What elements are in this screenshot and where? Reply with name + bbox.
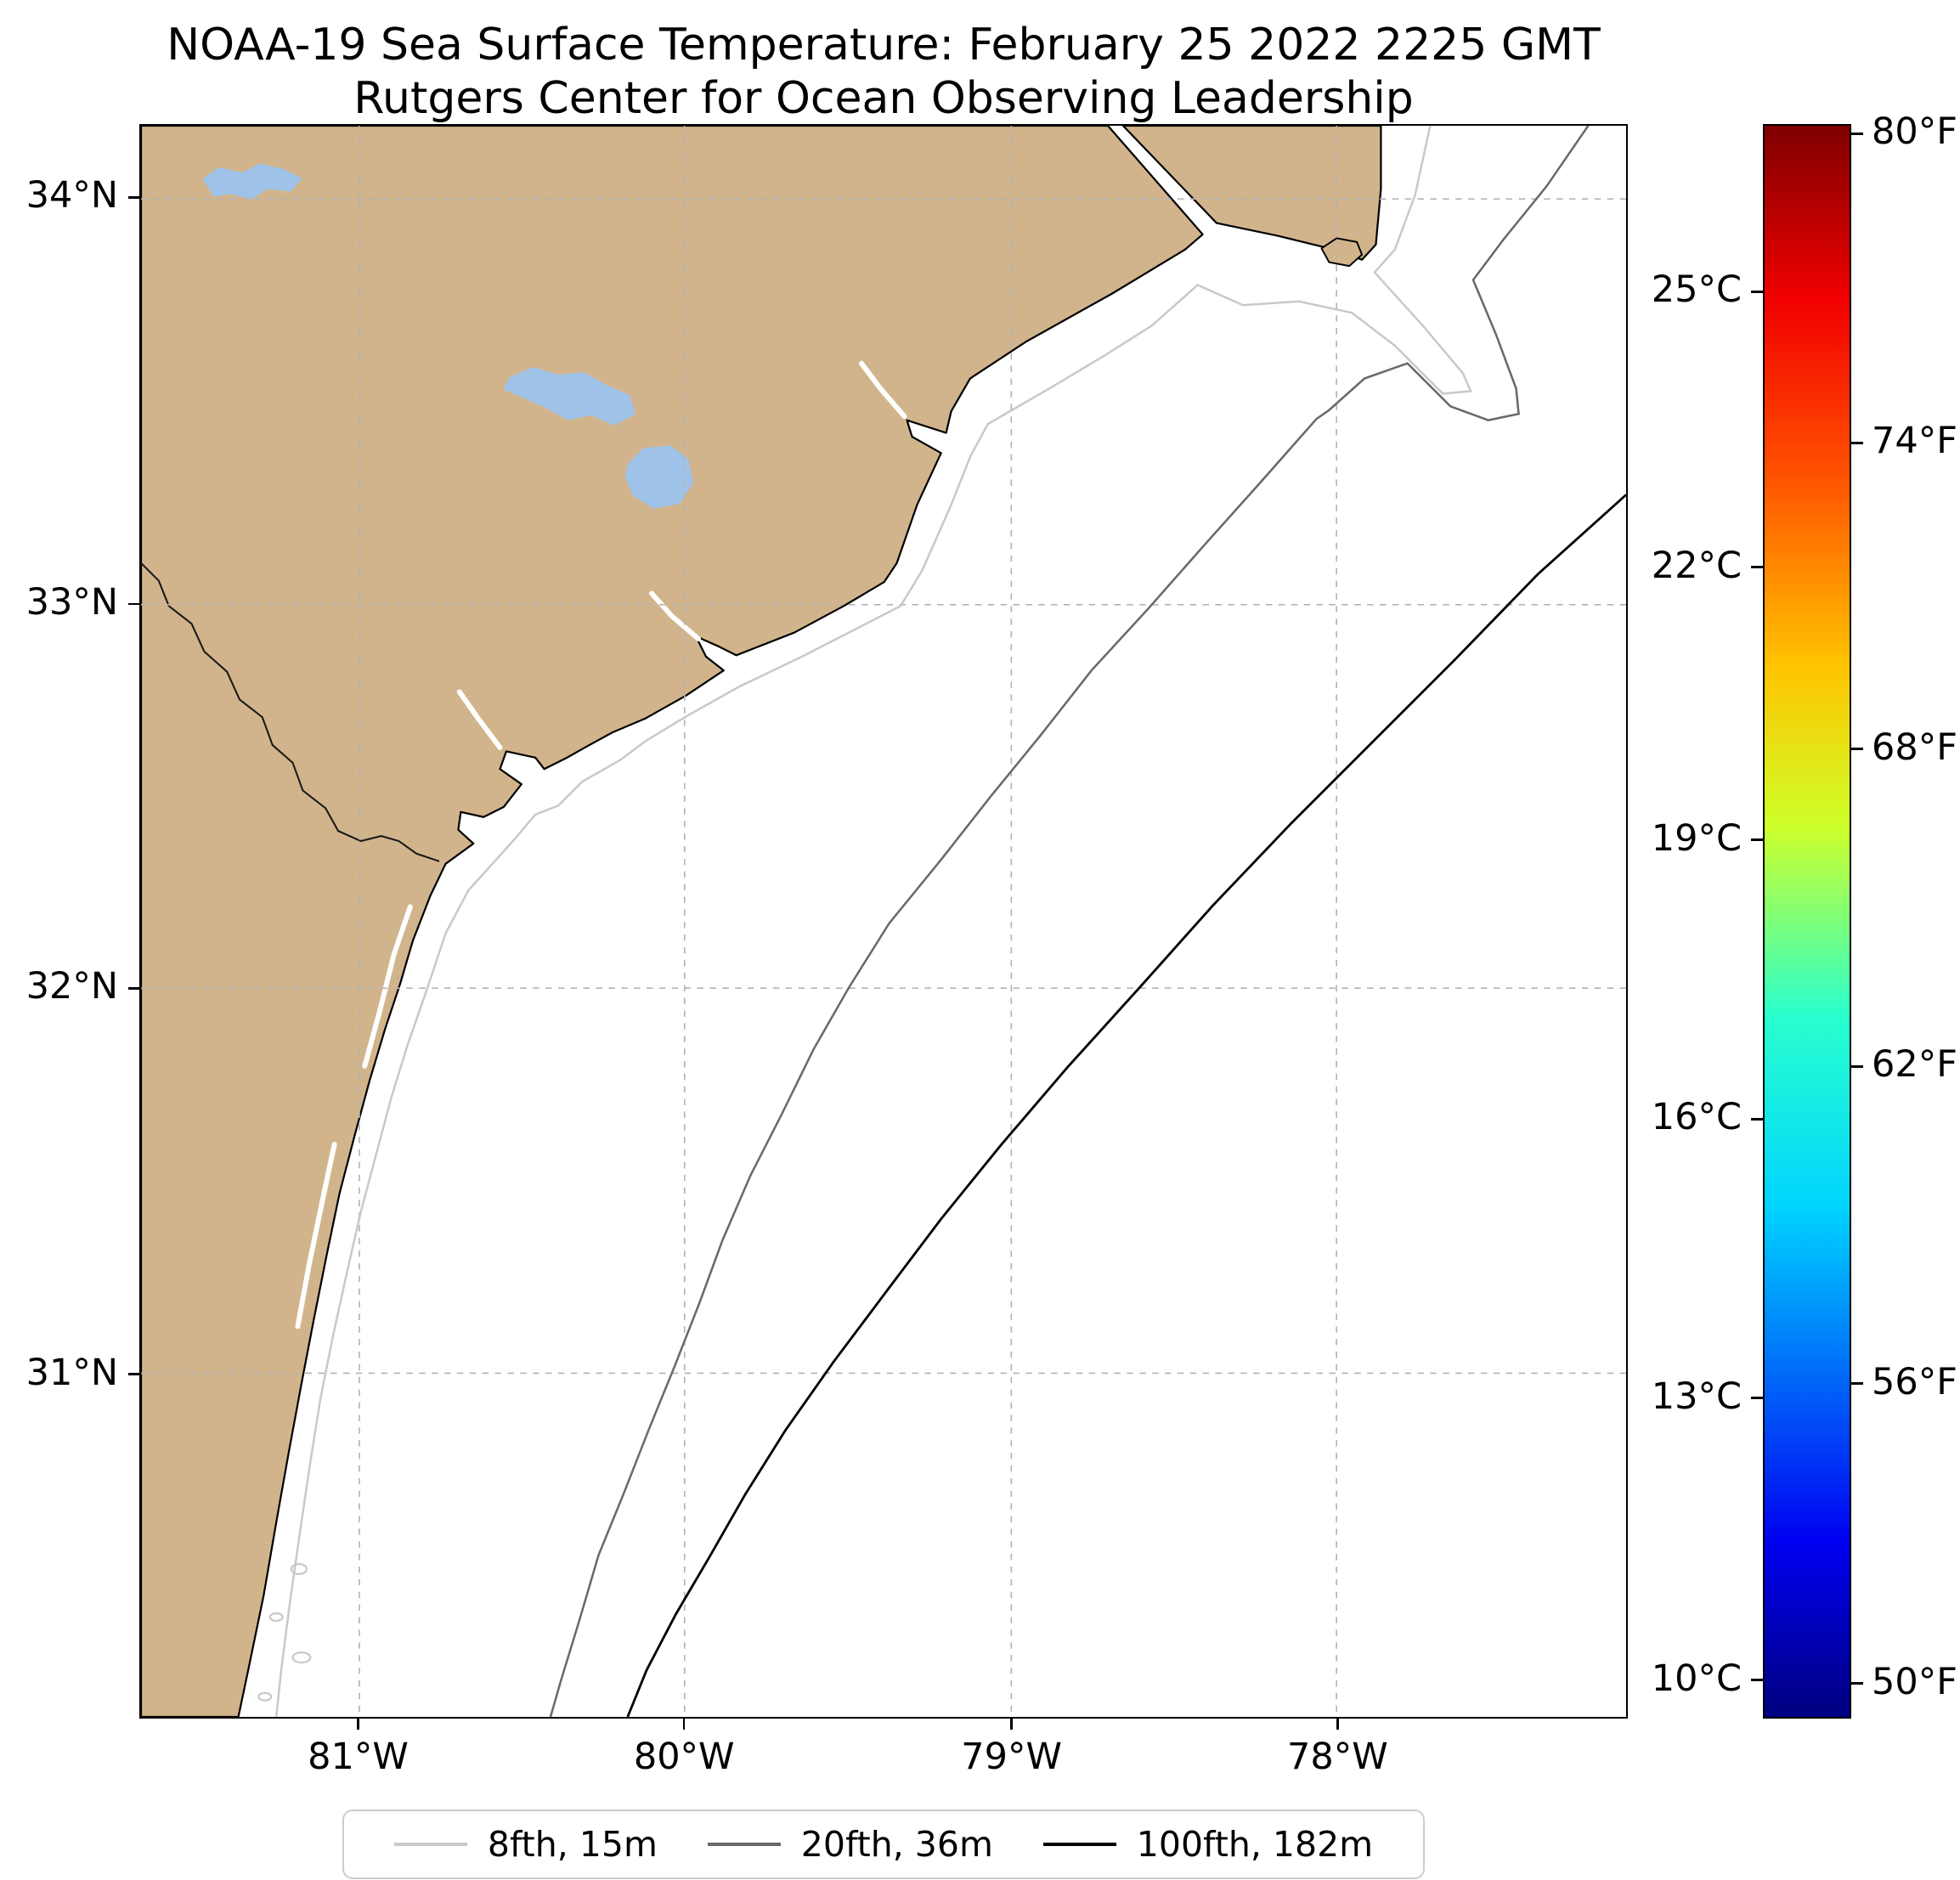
waterway	[362, 904, 413, 1069]
x-tick-mark	[1010, 1719, 1013, 1730]
legend-line-sample	[1042, 1843, 1116, 1846]
x-tick-mark	[1336, 1719, 1339, 1730]
waterway	[649, 590, 702, 641]
colorbar-label-fahrenheit: 50°F	[1872, 1660, 1957, 1703]
title-block: NOAA-19 Sea Surface Temperature: Februar…	[139, 19, 1628, 127]
y-tick-mark	[128, 602, 139, 606]
x-tick-label: 79°W	[961, 1736, 1063, 1778]
colorbar-label-celsius: 16°C	[1651, 1096, 1742, 1139]
colorbar-tick-fahrenheit	[1851, 132, 1863, 135]
colorbar-label-fahrenheit: 62°F	[1872, 1043, 1957, 1087]
colorbar-tick-fahrenheit	[1851, 748, 1863, 751]
map-canvas	[141, 126, 1626, 1717]
colorbar-label-celsius: 10°C	[1651, 1657, 1742, 1700]
lakes-group	[202, 163, 694, 509]
land-group	[141, 126, 1382, 1717]
bathymetry-contours	[257, 126, 1626, 1717]
colorbar-label-celsius: 25°C	[1651, 268, 1742, 312]
lake-marion	[503, 367, 635, 426]
legend-item: 20fth, 36m	[707, 1824, 993, 1865]
colorbar-tick-celsius	[1751, 290, 1763, 293]
x-tick-label: 78°W	[1286, 1736, 1388, 1778]
y-tick-mark	[128, 196, 139, 199]
legend-label: 100fth, 182m	[1136, 1824, 1374, 1865]
colorbar-tick-celsius	[1751, 566, 1763, 569]
y-tick-label: 33°N	[25, 580, 118, 624]
colorbar-tick-celsius	[1751, 1397, 1763, 1400]
legend-item: 100fth, 182m	[1042, 1824, 1374, 1865]
legend-label: 20fth, 36m	[800, 1824, 993, 1865]
savannah-river	[141, 562, 440, 862]
contour-legend: 8fth, 15m 20fth, 36m 100fth, 182m	[342, 1809, 1425, 1879]
y-tick-label: 31°N	[25, 1351, 118, 1394]
cape-fear-peninsula	[1121, 126, 1382, 261]
map-plot-area	[139, 124, 1628, 1719]
bald-head-island	[1320, 237, 1364, 268]
x-tick-label: 81°W	[308, 1736, 409, 1778]
map-subtitle: Rutgers Center for Ocean Observing Leade…	[353, 73, 1414, 125]
colorbar-label-fahrenheit: 56°F	[1872, 1360, 1957, 1403]
colorbar-label-fahrenheit: 80°F	[1872, 110, 1957, 154]
legend-line-sample	[707, 1843, 781, 1846]
colorbar-label-celsius: 13°C	[1651, 1375, 1742, 1418]
waterway	[858, 360, 907, 420]
colorbar-tick-celsius	[1751, 1679, 1763, 1682]
contour-speck	[291, 1651, 312, 1664]
colorbar-tick-fahrenheit	[1851, 1382, 1863, 1386]
y-tick-mark	[128, 1373, 139, 1375]
colorbar-label-fahrenheit: 68°F	[1872, 725, 1957, 769]
contour-8-fathom	[274, 126, 1472, 1717]
y-tick-label: 34°N	[25, 174, 118, 217]
contour-speck	[257, 1691, 273, 1702]
colorbar-label-celsius: 19°C	[1651, 816, 1742, 860]
colorbar	[1763, 124, 1851, 1719]
coastal-waterways	[295, 360, 907, 1330]
colorbar-tick-celsius	[1751, 838, 1763, 842]
colorbar-label-celsius: 22°C	[1651, 544, 1742, 587]
legend-item: 8fth, 15m	[393, 1824, 658, 1865]
contour-speck	[290, 1562, 308, 1576]
legend-line-sample	[393, 1843, 467, 1846]
lake-moultrie	[624, 445, 694, 509]
contour-8-fathom-details	[257, 1562, 312, 1702]
colorbar-tick-fahrenheit	[1851, 1682, 1863, 1685]
waterway	[295, 1142, 337, 1330]
legend-label: 8fth, 15m	[487, 1824, 658, 1865]
colorbar-tick-celsius	[1751, 1117, 1763, 1121]
colorbar-tick-fahrenheit	[1851, 1064, 1863, 1068]
x-tick-mark	[357, 1719, 359, 1730]
mainland	[141, 126, 1204, 1717]
contour-20-fathom	[549, 126, 1590, 1717]
colorbar-label-fahrenheit: 74°F	[1872, 420, 1957, 463]
lake-murray	[202, 163, 302, 200]
x-tick-mark	[683, 1719, 686, 1730]
contour-100-fathom	[626, 494, 1626, 1717]
waterway	[456, 689, 503, 750]
colorbar-tick-fahrenheit	[1851, 441, 1863, 444]
contour-speck	[268, 1612, 284, 1623]
colorbar-gradient	[1765, 126, 1850, 1717]
x-tick-label: 80°W	[633, 1736, 735, 1778]
y-tick-mark	[128, 987, 139, 990]
map-title: NOAA-19 Sea Surface Temperature: Februar…	[167, 20, 1601, 71]
y-tick-label: 32°N	[25, 965, 118, 1008]
